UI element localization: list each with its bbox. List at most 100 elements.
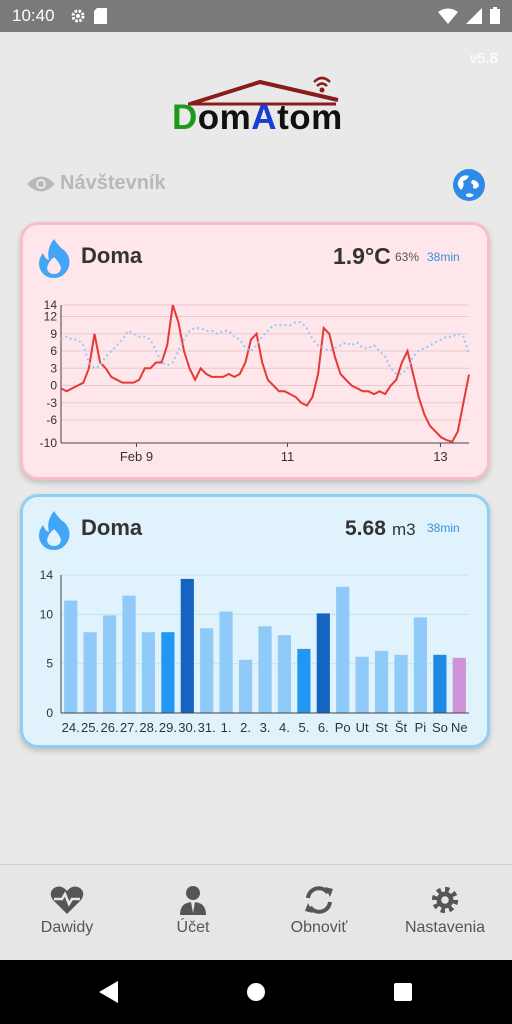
- bar: [394, 654, 408, 713]
- y-tick-label: -6: [46, 413, 57, 427]
- x-tick-label: 11: [281, 449, 295, 464]
- last-update-age: 38min: [427, 250, 460, 264]
- y-tick-label: 5: [46, 657, 53, 671]
- wifi-icon: [438, 8, 458, 24]
- gas-unit: m3: [392, 520, 416, 539]
- y-tick-label: 3: [50, 361, 57, 375]
- bar: [413, 617, 427, 713]
- flame-icon: [39, 511, 70, 550]
- visitor-label: Návštevník: [60, 172, 166, 194]
- bar: [277, 635, 291, 713]
- gas-card[interactable]: Doma 5.68 m3 38min 14 10 5 0 24. 25. 26. 27. 28.…: [20, 494, 490, 748]
- y-tick-label: -3: [46, 396, 57, 410]
- bar: [239, 659, 253, 713]
- bar: [64, 600, 78, 713]
- refresh-icon: [305, 886, 333, 914]
- battery-icon: [490, 7, 500, 24]
- status-bar: 10:40: [0, 0, 512, 32]
- temperature-series-line: [60, 304, 470, 443]
- bar: [433, 654, 447, 713]
- y-tick-label: -10: [40, 436, 58, 450]
- nav-obnovit[interactable]: Obnoviť: [255, 885, 383, 937]
- bar: [258, 626, 272, 713]
- visitor-mode[interactable]: Návštevník: [26, 172, 166, 195]
- last-update-age: 38min: [427, 521, 460, 535]
- x-tick-label: 24.: [62, 720, 80, 735]
- y-tick-label: 0: [50, 379, 57, 393]
- system-navigation-bar: [0, 960, 512, 1024]
- card-title: Doma: [81, 515, 143, 540]
- home-icon[interactable]: [246, 982, 266, 1002]
- bar: [161, 632, 175, 713]
- temperature-value: 1.9°C: [333, 243, 391, 269]
- domatom-logo: DomAtom: [168, 76, 348, 138]
- user-tie-icon: [180, 886, 206, 915]
- x-tick-label: 3.: [260, 720, 271, 735]
- recents-icon[interactable]: [394, 983, 412, 1001]
- humidity-series-line: [60, 321, 470, 375]
- bar: [83, 632, 97, 713]
- heart-pulse-icon: [50, 886, 84, 914]
- y-tick-label: 12: [44, 310, 58, 324]
- bar: [297, 648, 311, 713]
- x-tick-label: St: [375, 720, 388, 735]
- eye-icon: [27, 176, 55, 191]
- gear-icon: [431, 886, 459, 914]
- x-tick-label: 28.: [139, 720, 157, 735]
- y-tick-label: 10: [40, 607, 54, 621]
- x-tick-label: 25.: [81, 720, 99, 735]
- x-tick-label: So: [432, 720, 448, 735]
- x-tick-label: 4.: [279, 720, 290, 735]
- bar: [122, 595, 136, 713]
- bottom-navigation: Dawidy Účet Obnoviť Nastavenia: [0, 864, 512, 961]
- nav-nastavenia[interactable]: Nastavenia: [381, 885, 509, 937]
- x-tick-label: 6.: [318, 720, 329, 735]
- bar: [375, 650, 389, 713]
- gas-chart: 14 10 5 0 24. 25. 26. 27. 28. 29. 30. 31. 1. 2. 3. 4. 5.…: [40, 568, 469, 735]
- bar: [180, 578, 194, 713]
- x-tick-label: Ut: [356, 720, 369, 735]
- bar: [355, 656, 369, 713]
- settings-notification-icon: [71, 9, 85, 23]
- signal-icon: [466, 7, 482, 24]
- y-tick-label: 14: [44, 298, 58, 312]
- bar: [452, 657, 466, 713]
- app-version: v5.8: [469, 50, 498, 67]
- y-tick-label: 14: [40, 568, 54, 582]
- bar: [103, 615, 117, 713]
- x-tick-label: 13: [433, 449, 447, 464]
- temperature-card[interactable]: Doma 1.9°C 63% 38min 14 12 9 6 3 0 -3 -6 -10 Feb …: [20, 222, 490, 480]
- bar: [200, 628, 214, 713]
- x-tick-label: Po: [335, 720, 351, 735]
- bar: [316, 613, 330, 713]
- gas-value: 5.68: [345, 517, 386, 540]
- x-tick-label: 1.: [221, 720, 232, 735]
- bar: [141, 632, 155, 713]
- x-tick-label: 5.: [298, 720, 309, 735]
- status-time: 10:40: [12, 6, 55, 25]
- bar: [336, 586, 350, 713]
- nav-ucet[interactable]: Účet: [129, 885, 257, 937]
- x-tick-label: Št: [395, 720, 408, 735]
- flame-icon: [39, 239, 70, 278]
- x-tick-label: 2.: [240, 720, 251, 735]
- x-tick-label: Ne: [451, 720, 468, 735]
- y-tick-label: 0: [46, 706, 53, 720]
- x-tick-label: 27.: [120, 720, 138, 735]
- x-tick-label: Feb 9: [120, 449, 153, 464]
- y-tick-label: 9: [50, 327, 57, 341]
- y-tick-label: 6: [50, 344, 57, 358]
- nav-dawidy[interactable]: Dawidy: [3, 885, 131, 937]
- sd-card-icon: [94, 8, 107, 24]
- x-tick-label: 26.: [101, 720, 119, 735]
- back-icon[interactable]: [98, 980, 120, 1004]
- x-tick-label: 29.: [159, 720, 177, 735]
- x-tick-label: 30.: [178, 720, 196, 735]
- globe-icon[interactable]: [452, 168, 486, 202]
- x-tick-label: Pi: [415, 720, 427, 735]
- x-tick-label: 31.: [198, 720, 216, 735]
- bar: [219, 611, 233, 713]
- card-title: Doma: [81, 243, 143, 268]
- humidity-value: 63%: [395, 250, 420, 264]
